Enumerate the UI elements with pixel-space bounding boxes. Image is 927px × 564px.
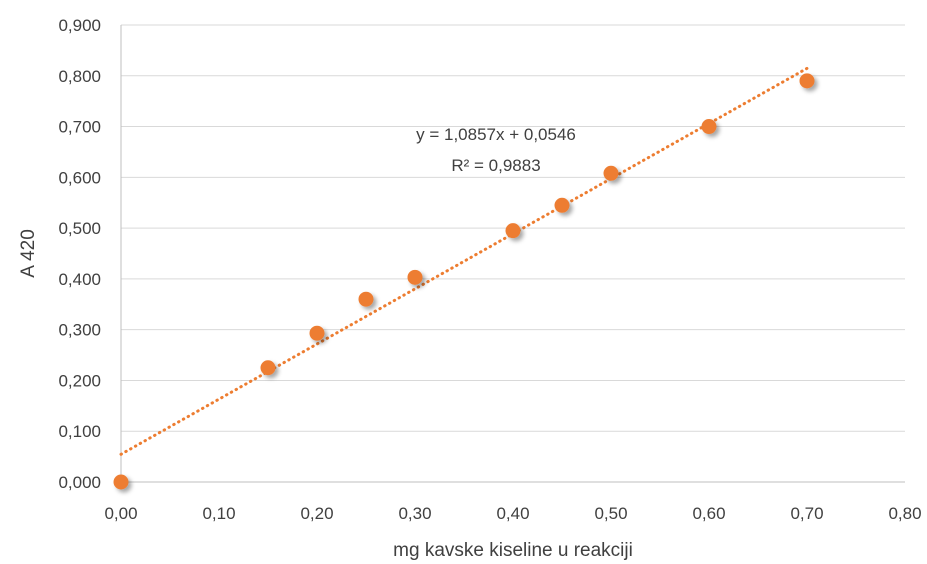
data-point [701,119,717,135]
x-tick-label: 0,40 [496,504,529,523]
data-point [407,269,423,285]
x-tick-label: 0,50 [594,504,627,523]
data-point [603,165,619,181]
data-points [113,73,815,490]
y-tick-label: 0,400 [58,270,101,289]
y-axis-title: A 420 [18,229,39,278]
x-tick-label: 0,20 [300,504,333,523]
grid-lines [120,24,905,483]
trendline-layer [119,66,809,456]
data-point [113,474,129,490]
y-tick-label: 0,700 [58,118,101,137]
data-point [799,73,815,89]
y-tick-label: 0,600 [58,168,101,187]
y-tick-label: 0,500 [58,219,101,238]
data-point [260,360,276,376]
x-tick-label: 0,80 [888,504,921,523]
y-tick-label: 0,200 [58,371,101,390]
r-squared-label: R² = 0,9883 [451,156,540,175]
x-tick-label: 0,70 [790,504,823,523]
x-tick-label: 0,30 [398,504,431,523]
x-axis-ticks: 0,00 0,10 0,20 0,30 0,40 0,50 0,60 0,70 0,80 [104,504,921,523]
y-tick-label: 0,000 [58,473,101,492]
x-tick-label: 0,00 [104,504,137,523]
x-tick-label: 0,60 [692,504,725,523]
y-tick-label: 0,800 [58,67,101,86]
x-axis-title: mg kavske kiseline u reakciji [393,540,633,561]
data-point [505,223,521,239]
y-tick-label: 0,900 [58,16,101,35]
data-point [358,291,374,307]
y-tick-label: 0,300 [58,321,101,340]
x-tick-label: 0,10 [202,504,235,523]
data-point [309,325,325,341]
trendline-equation: y = 1,0857x + 0,0546 [416,125,576,144]
trendline [119,66,809,456]
y-axis-ticks: 0,000 0,100 0,200 0,300 0,400 0,500 0,600 0,700… [58,16,101,492]
data-point [554,197,570,213]
y-tick-label: 0,100 [58,422,101,441]
